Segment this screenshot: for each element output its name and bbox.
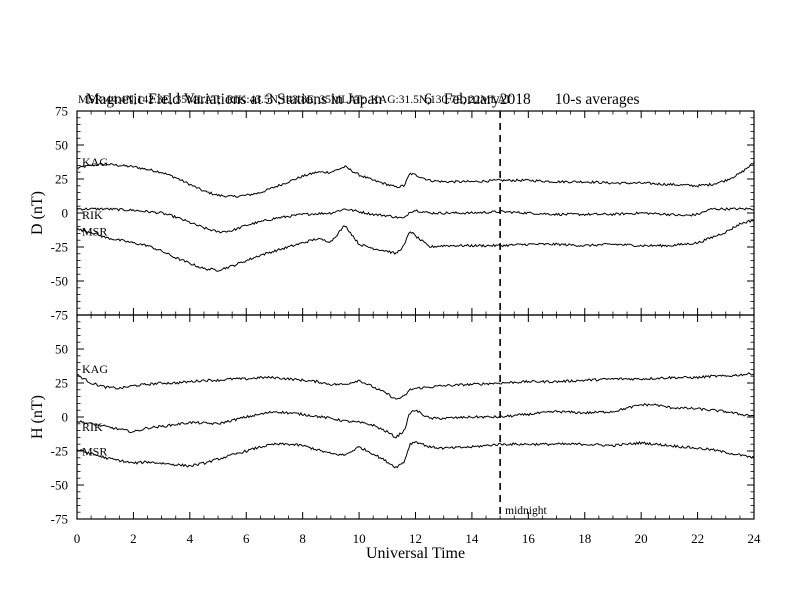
y-tick-label: -50 bbox=[51, 478, 68, 493]
x-tick-label: 12 bbox=[409, 531, 422, 546]
x-tick-label: 6 bbox=[243, 531, 250, 546]
panel-frame-D bbox=[76, 110, 755, 316]
series-line-D-rik bbox=[76, 207, 754, 234]
series-line-H-msr bbox=[76, 440, 755, 469]
chart-title: Magnetic Field Variations at 3 Stations … bbox=[85, 91, 383, 108]
y-axis-label-D: D (nT) bbox=[29, 191, 46, 235]
x-tick-label: 4 bbox=[187, 531, 194, 546]
y-axis-label-H: H (nT) bbox=[29, 395, 46, 439]
x-tick-label: 16 bbox=[522, 531, 536, 546]
y-tick-label: 50 bbox=[55, 342, 68, 357]
chart-date-day: 6 bbox=[424, 91, 432, 108]
midnight-label: midnight bbox=[505, 505, 547, 517]
x-tick-label: 14 bbox=[465, 531, 479, 546]
chart-title-line: Magnetic Field Variations at 3 Stations … bbox=[78, 73, 640, 109]
y-tick-label: 0 bbox=[62, 206, 69, 221]
series-label-D-msr: MSR bbox=[82, 224, 107, 238]
y-tick-label: 0 bbox=[62, 410, 69, 425]
station-info: MSR:44.4N,142.3E, 35MLAT; RIK:43.5N,143.… bbox=[78, 94, 512, 106]
y-tick-label: -50 bbox=[51, 274, 68, 289]
y-tick-label: -25 bbox=[51, 444, 68, 459]
y-tick-label: 25 bbox=[55, 172, 68, 187]
x-tick-label: 20 bbox=[635, 531, 648, 546]
series-label-H-rik: RIK bbox=[82, 420, 103, 434]
series-line-D-kag bbox=[76, 162, 755, 198]
panel-frame-H bbox=[76, 314, 755, 520]
y-tick-label: -75 bbox=[51, 308, 68, 323]
y-tick-label: -25 bbox=[51, 240, 68, 255]
x-tick-label: 10 bbox=[353, 531, 366, 546]
x-tick-label: 22 bbox=[691, 531, 704, 546]
x-tick-label: 0 bbox=[74, 531, 81, 546]
series-label-D-kag: KAG bbox=[82, 155, 108, 169]
series-line-H-rik bbox=[76, 403, 755, 439]
y-tick-label: -75 bbox=[51, 512, 68, 527]
y-tick-label: 25 bbox=[55, 376, 68, 391]
x-tick-label: 18 bbox=[578, 531, 591, 546]
series-label-H-kag: KAG bbox=[82, 362, 108, 376]
y-tick-label: 50 bbox=[55, 138, 68, 153]
series-line-D-msr bbox=[76, 219, 755, 272]
x-tick-label: 2 bbox=[130, 531, 137, 546]
y-tick-label: 75 bbox=[55, 104, 68, 119]
series-label-D-rik: RIK bbox=[82, 208, 103, 222]
x-tick-label: 24 bbox=[748, 531, 762, 546]
x-axis-label: Universal Time bbox=[366, 545, 465, 562]
series-line-H-kag bbox=[76, 372, 755, 400]
series-label-H-msr: MSR bbox=[82, 445, 107, 459]
chart-date-month-year: February2018 bbox=[443, 91, 531, 108]
chart-averaging: 10-s averages bbox=[554, 91, 640, 108]
x-tick-label: 8 bbox=[299, 531, 306, 546]
